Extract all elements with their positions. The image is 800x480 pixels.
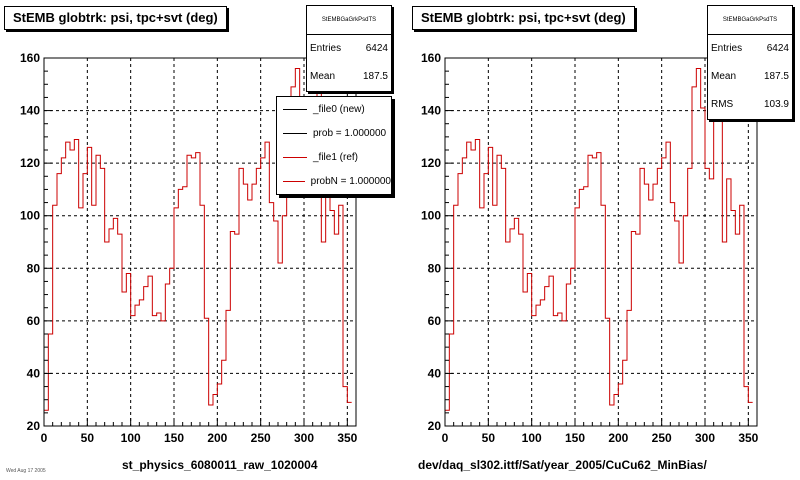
y-tick-label: 140: [20, 104, 40, 118]
x-tick-label: 300: [695, 431, 715, 445]
legend-label: _file0 (new): [313, 103, 365, 115]
histogram-series-line: [44, 68, 352, 411]
x-tick-label: 300: [294, 431, 314, 445]
left-chart-title: StEMB globtrk: psi, tpc+svt (deg): [4, 6, 227, 30]
left-stats-mean-label: Mean: [310, 71, 336, 82]
x-tick-label: 350: [337, 431, 357, 445]
legend-swatch-red: [283, 156, 307, 158]
y-tick-label: 120: [20, 156, 40, 170]
legend-swatch-red: [283, 180, 305, 182]
histogram-series-line: [445, 68, 753, 411]
x-tick-label: 350: [738, 431, 758, 445]
left-footnote: Wed Aug 17 2005: [6, 468, 46, 474]
x-tick-label: 100: [121, 431, 141, 445]
right-stats-mean-value: 187.5: [763, 71, 789, 82]
legend-entry-prob: prob = 1.000000: [277, 121, 391, 145]
legend-entry-file0: _file0 (new): [277, 97, 391, 121]
y-tick-label: 80: [428, 261, 442, 275]
right-histogram-plot: 0 50 100 150 200 250 300 350 20 40 60 80 100 120 140 16…: [421, 51, 759, 445]
x-tick-label: 200: [608, 431, 628, 445]
legend-swatch-black: [283, 108, 307, 110]
left-legend: _file0 (new) prob = 1.000000 _file1 (ref…: [276, 96, 392, 195]
right-stats-rms-value: 103.9: [763, 99, 789, 110]
right-stats-header: StEMBGaGrkPsdTS: [708, 6, 792, 35]
right-stats-entries-label: Entries: [711, 43, 743, 54]
right-stats-entries-value: 6424: [766, 43, 789, 54]
y-tick-label: 20: [27, 419, 41, 433]
right-stats-box: StEMBGaGrkPsdTS Entries 6424 Mean 187.5 …: [707, 5, 793, 120]
right-chart-title: StEMB globtrk: psi, tpc+svt (deg): [412, 6, 635, 30]
right-footer-label: dev/daq_sl302.ittf/Sat/year_2005/CuCu62_…: [418, 458, 707, 472]
left-histogram-plot: 0 50 100 150 200 250 300 350 20 40 60 80 100 120 140 16…: [20, 51, 358, 445]
legend-label: prob = 1.000000: [313, 127, 387, 139]
x-tick-label: 200: [207, 431, 227, 445]
y-tick-label: 60: [428, 314, 442, 328]
x-tick-label: 150: [565, 431, 585, 445]
x-tick-label: 50: [81, 431, 95, 445]
y-tick-label: 40: [27, 366, 41, 380]
right-stats-rms-label: RMS: [711, 99, 734, 110]
y-tick-label: 140: [421, 104, 441, 118]
left-stats-entries-label: Entries: [310, 43, 342, 54]
left-stats-entries-value: 6424: [365, 43, 388, 54]
y-tick-label: 80: [27, 261, 41, 275]
x-tick-label: 150: [164, 431, 184, 445]
y-tick-label: 100: [421, 209, 441, 223]
right-stats-mean-label: Mean: [711, 71, 737, 82]
legend-entry-file1: _file1 (ref): [277, 145, 391, 169]
left-footer-label: st_physics_6080011_raw_1020004: [122, 458, 318, 472]
y-tick-label: 20: [428, 419, 442, 433]
x-tick-label: 250: [251, 431, 271, 445]
legend-label: _file1 (ref): [313, 151, 359, 163]
legend-label: probN = 1.000000: [310, 175, 391, 187]
y-tick-label: 160: [20, 51, 40, 65]
x-tick-label: 0: [41, 431, 48, 445]
left-stats-box: StEMBGaGrkPsdTS Entries 6424 Mean 187.5: [306, 5, 392, 92]
x-tick-label: 250: [652, 431, 672, 445]
y-tick-label: 40: [428, 366, 442, 380]
x-tick-label: 50: [482, 431, 496, 445]
right-histogram-pad: 0 50 100 150 200 250 300 350 20 40 60 80 100 120 140 16…: [400, 0, 800, 480]
y-tick-label: 100: [20, 209, 40, 223]
y-tick-label: 120: [421, 156, 441, 170]
x-tick-label: 0: [442, 431, 449, 445]
left-stats-header: StEMBGaGrkPsdTS: [307, 6, 391, 35]
legend-entry-probn: probN = 1.000000: [277, 169, 391, 193]
x-tick-label: 100: [522, 431, 542, 445]
left-histogram-pad: 0 50 100 150 200 250 300 350 20 40 60 80 100 120 140 16…: [4, 5, 392, 474]
y-tick-label: 160: [421, 51, 441, 65]
y-tick-label: 60: [27, 314, 41, 328]
legend-swatch-black: [283, 132, 307, 134]
left-stats-mean-value: 187.5: [362, 71, 388, 82]
